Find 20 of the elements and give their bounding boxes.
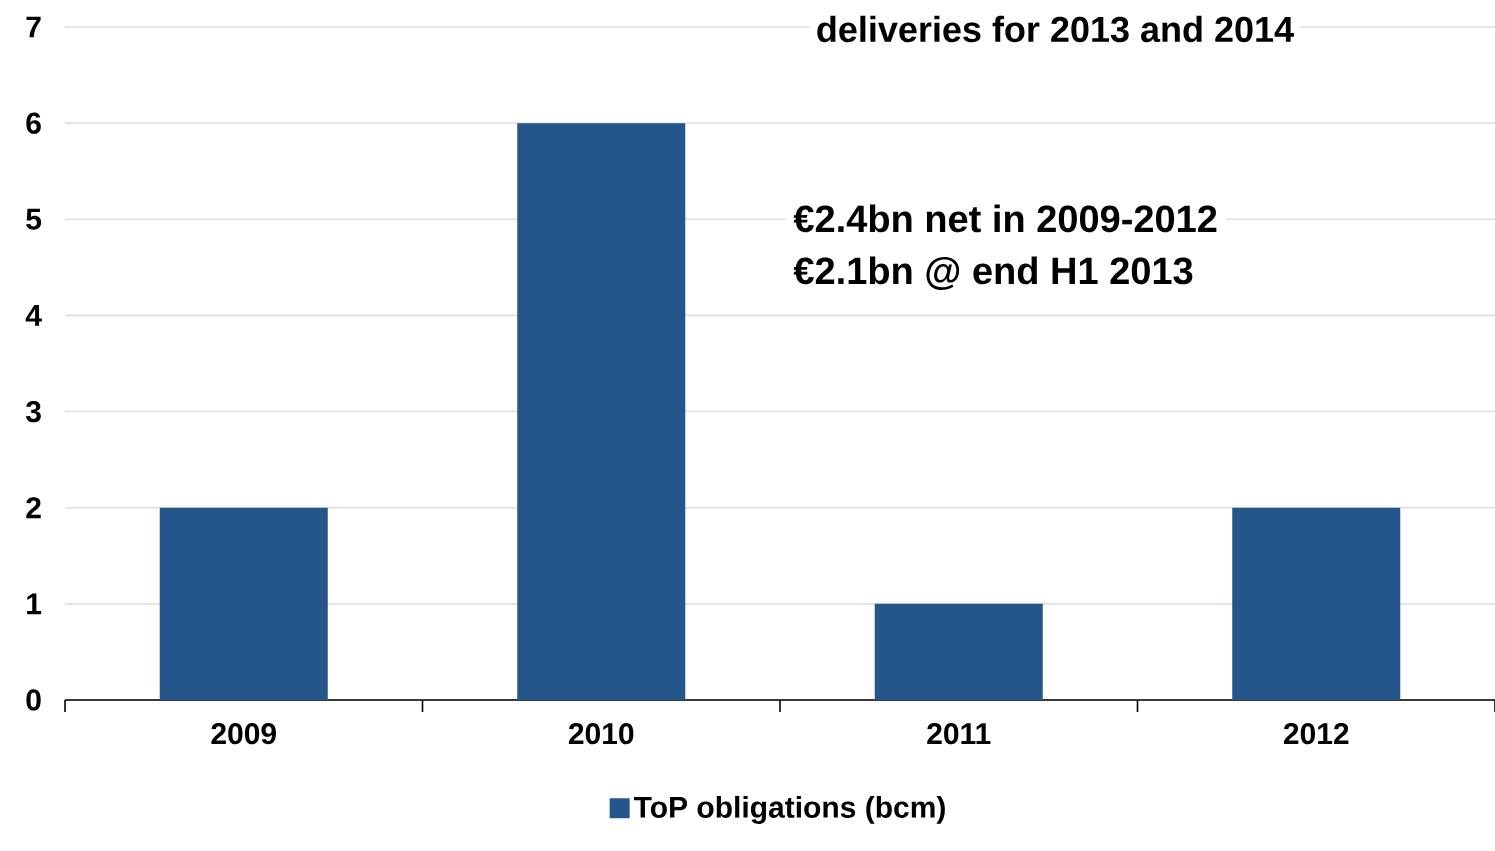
y-tick-label: 0 — [26, 689, 41, 711]
bar — [874, 603, 1043, 700]
annotation: €2.4bn net in 2009-2012 — [793, 204, 1217, 233]
y-tick-label: 1 — [27, 593, 42, 615]
bar — [1232, 507, 1401, 700]
y-tick-label: 7 — [26, 16, 41, 38]
y-tick-label: 3 — [25, 400, 41, 423]
chart-title: deliveries for 2013 and 2014 — [817, 15, 1294, 43]
legend-label: ToP obligations (bcm) — [633, 795, 945, 824]
x-tick-label: 2011 — [927, 723, 991, 745]
y-tick-label: 5 — [26, 208, 42, 230]
x-tick-label: 2010 — [568, 723, 634, 745]
annotation: €2.1bn @ end H1 2013 — [793, 256, 1193, 290]
bar — [517, 123, 686, 700]
x-tick-label: 2012 — [1283, 723, 1349, 745]
y-tick-label: 6 — [26, 112, 41, 134]
y-tick-label: 2 — [26, 497, 41, 519]
x-tick-label: 2009 — [211, 723, 276, 745]
y-tick-label: 4 — [25, 305, 42, 326]
bar — [159, 507, 328, 700]
